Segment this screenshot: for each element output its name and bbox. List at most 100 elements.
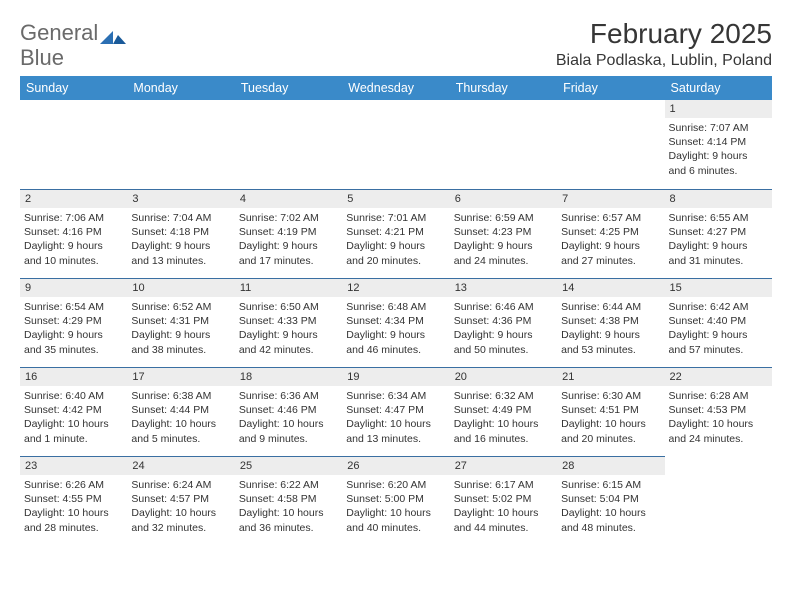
calendar-cell: 18Sunrise: 6:36 AMSunset: 4:46 PMDayligh… xyxy=(235,367,342,456)
day-number: 4 xyxy=(235,189,342,208)
calendar-cell: 14Sunrise: 6:44 AMSunset: 4:38 PMDayligh… xyxy=(557,278,664,367)
day-details: Sunrise: 6:24 AMSunset: 4:57 PMDaylight:… xyxy=(131,478,228,535)
day-number: 13 xyxy=(450,278,557,297)
day-details: Sunrise: 7:06 AMSunset: 4:16 PMDaylight:… xyxy=(24,211,121,268)
calendar-cell xyxy=(235,100,342,189)
day-number: 15 xyxy=(665,278,772,297)
day-details: Sunrise: 6:34 AMSunset: 4:47 PMDaylight:… xyxy=(346,389,443,446)
logo-word-2: Blue xyxy=(20,45,64,70)
location: Biala Podlaska, Lublin, Poland xyxy=(556,52,772,70)
weekday-header: Thursday xyxy=(450,76,557,100)
day-number: 19 xyxy=(342,367,449,386)
day-details: Sunrise: 6:44 AMSunset: 4:38 PMDaylight:… xyxy=(561,300,658,357)
day-details: Sunrise: 6:57 AMSunset: 4:25 PMDaylight:… xyxy=(561,211,658,268)
calendar-cell: 22 Sunrise: 6:28 AMSunset: 4:53 PMDayligh… xyxy=(665,367,772,456)
calendar-cell xyxy=(342,100,449,189)
day-number: 22 xyxy=(665,367,772,386)
calendar-cell: 9 Sunrise: 6:54 AMSunset: 4:29 PMDaylight… xyxy=(20,278,127,367)
calendar-cell: 17Sunrise: 6:38 AMSunset: 4:44 PMDayligh… xyxy=(127,367,234,456)
header: General Blue February 2025 Biala Podlask… xyxy=(20,18,772,70)
calendar-row: 2 Sunrise: 7:06 AMSunset: 4:16 PMDaylight… xyxy=(20,189,772,278)
calendar-cell: 26 Sunrise: 6:20 AMSunset: 5:00 PMDayligh… xyxy=(342,456,449,545)
day-number: 28 xyxy=(557,456,664,475)
day-number: 7 xyxy=(557,189,664,208)
weekday-header-row: Sunday Monday Tuesday Wednesday Thursday… xyxy=(20,76,772,100)
day-number: 2 xyxy=(20,189,127,208)
weekday-header: Saturday xyxy=(665,76,772,100)
calendar-cell: 28Sunrise: 6:15 AMSunset: 5:04 PMDayligh… xyxy=(557,456,664,545)
calendar-cell xyxy=(557,100,664,189)
day-number: 27 xyxy=(450,456,557,475)
month-title: February 2025 xyxy=(556,18,772,50)
calendar-cell: 23 Sunrise: 6:26 AMSunset: 4:55 PMDayligh… xyxy=(20,456,127,545)
calendar-cell: 6 Sunrise: 6:59 AMSunset: 4:23 PMDaylight… xyxy=(450,189,557,278)
day-number: 25 xyxy=(235,456,342,475)
day-number: 20 xyxy=(450,367,557,386)
calendar-cell: 24 Sunrise: 6:24 AMSunset: 4:57 PMDayligh… xyxy=(127,456,234,545)
day-details: Sunrise: 6:46 AMSunset: 4:36 PMDaylight:… xyxy=(454,300,551,357)
day-number: 24 xyxy=(127,456,234,475)
day-number: 16 xyxy=(20,367,127,386)
calendar-cell: 7 Sunrise: 6:57 AMSunset: 4:25 PMDaylight… xyxy=(557,189,664,278)
calendar-cell: 19 Sunrise: 6:34 AMSunset: 4:47 PMDayligh… xyxy=(342,367,449,456)
day-details: Sunrise: 6:20 AMSunset: 5:00 PMDaylight:… xyxy=(346,478,443,535)
day-details: Sunrise: 6:36 AMSunset: 4:46 PMDaylight:… xyxy=(239,389,336,446)
calendar-row: 1 Sunrise: 7:07 AMSunset: 4:14 PMDaylight… xyxy=(20,100,772,189)
calendar-cell: 3 Sunrise: 7:04 AMSunset: 4:18 PMDaylight… xyxy=(127,189,234,278)
day-number: 23 xyxy=(20,456,127,475)
page: General Blue February 2025 Biala Podlask… xyxy=(0,0,792,545)
calendar-cell: 11 Sunrise: 6:50 AMSunset: 4:33 PMDayligh… xyxy=(235,278,342,367)
day-number: 3 xyxy=(127,189,234,208)
weekday-header: Sunday xyxy=(20,76,127,100)
day-number: 5 xyxy=(342,189,449,208)
day-details: Sunrise: 6:28 AMSunset: 4:53 PMDaylight:… xyxy=(669,389,766,446)
title-block: February 2025 Biala Podlaska, Lublin, Po… xyxy=(556,18,772,70)
logo-mark-icon xyxy=(100,28,126,47)
logo-word-1: General xyxy=(20,20,98,45)
calendar-cell: 2 Sunrise: 7:06 AMSunset: 4:16 PMDaylight… xyxy=(20,189,127,278)
logo: General Blue xyxy=(20,18,126,69)
day-details: Sunrise: 6:52 AMSunset: 4:31 PMDaylight:… xyxy=(131,300,228,357)
day-number: 9 xyxy=(20,278,127,297)
calendar-cell: 25 Sunrise: 6:22 AMSunset: 4:58 PMDayligh… xyxy=(235,456,342,545)
calendar-cell: 15 Sunrise: 6:42 AMSunset: 4:40 PMDayligh… xyxy=(665,278,772,367)
weekday-header: Monday xyxy=(127,76,234,100)
calendar-cell: 10 Sunrise: 6:52 AMSunset: 4:31 PMDayligh… xyxy=(127,278,234,367)
calendar-cell: 13 Sunrise: 6:46 AMSunset: 4:36 PMDayligh… xyxy=(450,278,557,367)
day-number: 8 xyxy=(665,189,772,208)
calendar-cell: 12Sunrise: 6:48 AMSunset: 4:34 PMDayligh… xyxy=(342,278,449,367)
day-number: 11 xyxy=(235,278,342,297)
day-details: Sunrise: 6:59 AMSunset: 4:23 PMDaylight:… xyxy=(454,211,551,268)
calendar-cell: 20Sunrise: 6:32 AMSunset: 4:49 PMDayligh… xyxy=(450,367,557,456)
day-number: 26 xyxy=(342,456,449,475)
calendar-cell: 4Sunrise: 7:02 AMSunset: 4:19 PMDaylight… xyxy=(235,189,342,278)
day-details: Sunrise: 7:04 AMSunset: 4:18 PMDaylight:… xyxy=(131,211,228,268)
day-details: Sunrise: 6:55 AMSunset: 4:27 PMDaylight:… xyxy=(669,211,766,268)
day-details: Sunrise: 7:07 AMSunset: 4:14 PMDaylight:… xyxy=(669,121,766,178)
weekday-header: Friday xyxy=(557,76,664,100)
day-details: Sunrise: 6:42 AMSunset: 4:40 PMDaylight:… xyxy=(669,300,766,357)
day-details: Sunrise: 6:50 AMSunset: 4:33 PMDaylight:… xyxy=(239,300,336,357)
day-number: 6 xyxy=(450,189,557,208)
calendar-cell xyxy=(20,100,127,189)
day-details: Sunrise: 6:30 AMSunset: 4:51 PMDaylight:… xyxy=(561,389,658,446)
day-details: Sunrise: 6:17 AMSunset: 5:02 PMDaylight:… xyxy=(454,478,551,535)
day-details: Sunrise: 6:26 AMSunset: 4:55 PMDaylight:… xyxy=(24,478,121,535)
day-details: Sunrise: 6:40 AMSunset: 4:42 PMDaylight:… xyxy=(24,389,121,446)
day-details: Sunrise: 6:22 AMSunset: 4:58 PMDaylight:… xyxy=(239,478,336,535)
calendar-cell: 16 Sunrise: 6:40 AMSunset: 4:42 PMDayligh… xyxy=(20,367,127,456)
day-details: Sunrise: 6:38 AMSunset: 4:44 PMDaylight:… xyxy=(131,389,228,446)
weekday-header: Wednesday xyxy=(342,76,449,100)
calendar-cell xyxy=(665,456,772,545)
day-details: Sunrise: 6:48 AMSunset: 4:34 PMDaylight:… xyxy=(346,300,443,357)
day-details: Sunrise: 6:54 AMSunset: 4:29 PMDaylight:… xyxy=(24,300,121,357)
calendar-cell xyxy=(127,100,234,189)
calendar-cell xyxy=(450,100,557,189)
calendar-row: 16 Sunrise: 6:40 AMSunset: 4:42 PMDayligh… xyxy=(20,367,772,456)
calendar-cell: 21 Sunrise: 6:30 AMSunset: 4:51 PMDayligh… xyxy=(557,367,664,456)
calendar-cell: 1 Sunrise: 7:07 AMSunset: 4:14 PMDaylight… xyxy=(665,100,772,189)
day-number: 21 xyxy=(557,367,664,386)
day-number: 1 xyxy=(665,100,772,118)
weekday-header: Tuesday xyxy=(235,76,342,100)
day-number: 10 xyxy=(127,278,234,297)
